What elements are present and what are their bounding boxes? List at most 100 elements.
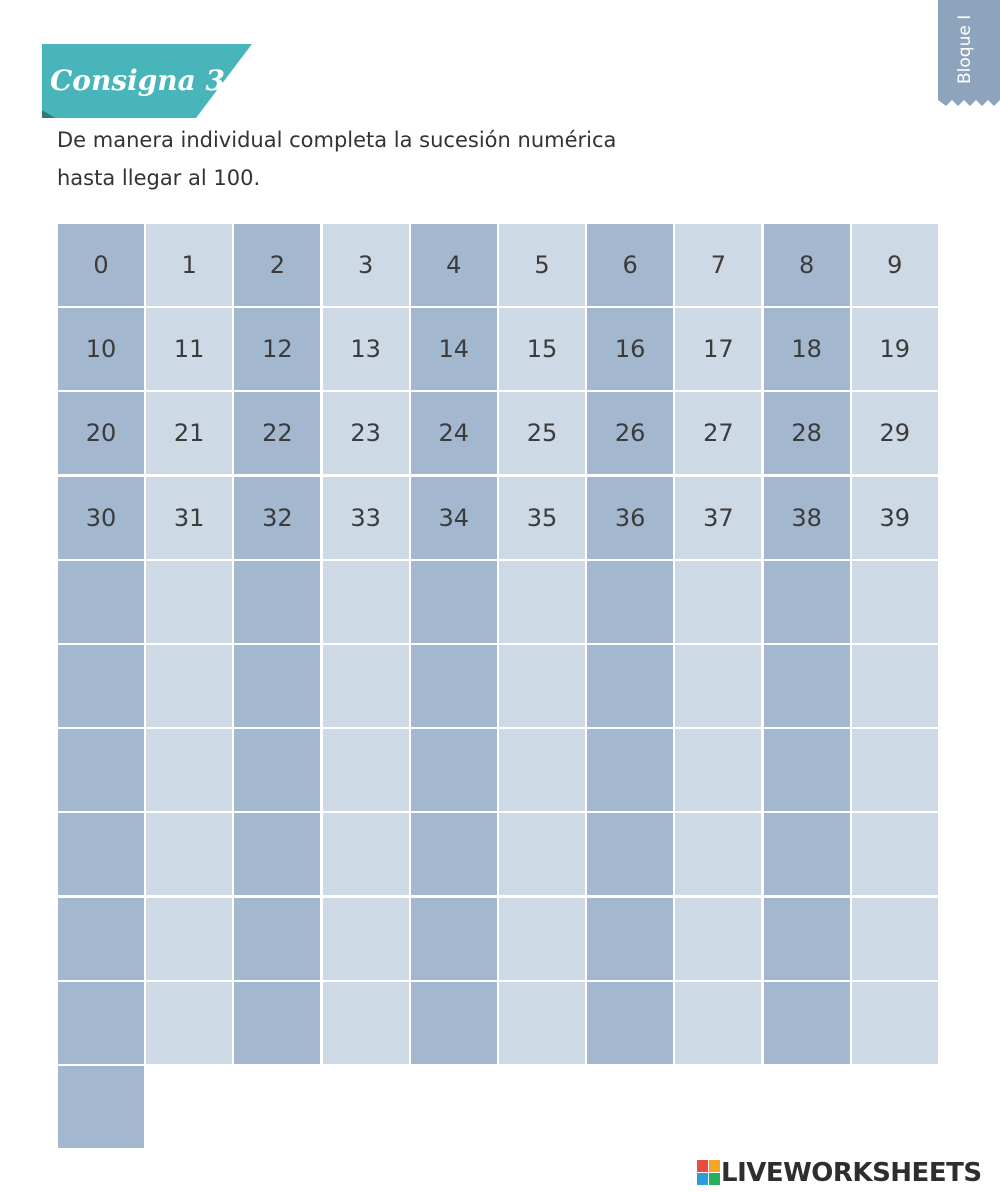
grid-cell[interactable]: [763, 729, 850, 812]
grid-cell[interactable]: [763, 560, 850, 643]
badge-text: Consigna 3: [50, 64, 225, 97]
grid-cell[interactable]: [322, 813, 409, 896]
grid-cell: 3: [322, 224, 409, 306]
grid-cell[interactable]: [675, 560, 762, 643]
grid-cell[interactable]: [146, 560, 233, 643]
grid-cell[interactable]: [234, 729, 321, 812]
grid-cell[interactable]: [146, 981, 233, 1064]
grid-cell: 1: [146, 224, 233, 306]
grid-cell: 2: [234, 224, 321, 306]
grid-cell[interactable]: [675, 897, 762, 980]
grid-cell[interactable]: [499, 897, 585, 980]
grid-cell: 37: [675, 476, 762, 559]
grid-cell[interactable]: [587, 897, 674, 980]
grid-cell[interactable]: [851, 813, 938, 896]
grid-cell[interactable]: [587, 981, 674, 1064]
grid-cell: 13: [322, 308, 409, 391]
grid-cell[interactable]: [851, 729, 938, 812]
grid-cell: 17: [675, 308, 762, 391]
logo-icon: [697, 1160, 720, 1185]
grid-cell[interactable]: [146, 897, 233, 980]
grid-cell: 5: [499, 224, 585, 306]
grid-cell[interactable]: [322, 729, 409, 812]
grid-cell[interactable]: [234, 981, 321, 1064]
grid-cell: 11: [146, 308, 233, 391]
grid-cell[interactable]: [675, 645, 762, 727]
grid-cell: 35: [499, 476, 585, 559]
grid-cell[interactable]: [410, 897, 497, 980]
grid-cell: 9: [851, 224, 938, 306]
instruction-line: hasta llegar al 100.: [57, 166, 261, 190]
grid-cell: 25: [499, 392, 585, 475]
instruction-line: De manera individual completa la sucesió…: [57, 128, 617, 152]
grid-cell: 34: [410, 476, 497, 559]
grid-cell[interactable]: [851, 560, 938, 643]
grid-cell[interactable]: [499, 729, 585, 812]
grid-cell[interactable]: [146, 813, 233, 896]
grid-cell[interactable]: [234, 897, 321, 980]
grid-cell[interactable]: [322, 897, 409, 980]
grid-cell[interactable]: [587, 645, 674, 727]
grid-cell[interactable]: [234, 645, 321, 727]
grid-cell: 20: [58, 392, 144, 475]
grid-cell[interactable]: [499, 981, 585, 1064]
grid-cell: 24: [410, 392, 497, 475]
grid-cell: 14: [410, 308, 497, 391]
grid-cell: 15: [499, 308, 585, 391]
grid-cell[interactable]: [675, 813, 762, 896]
grid-cell[interactable]: [234, 560, 321, 643]
grid-cell: 27: [675, 392, 762, 475]
grid-cell: 22: [234, 392, 321, 475]
grid-cell[interactable]: [587, 813, 674, 896]
grid-cell: 30: [58, 476, 144, 559]
grid-cell: 7: [675, 224, 762, 306]
grid-cell: 19: [851, 308, 938, 391]
badge-fold: [42, 110, 56, 118]
badge-shape: [42, 44, 252, 118]
grid-cell: 12: [234, 308, 321, 391]
grid-cell[interactable]: [410, 560, 497, 643]
grid-cell[interactable]: [58, 560, 144, 643]
grid-cell[interactable]: [675, 981, 762, 1064]
grid-cell: 33: [322, 476, 409, 559]
grid-cell[interactable]: [58, 813, 144, 896]
grid-cell[interactable]: [58, 897, 144, 980]
grid-cell: 36: [587, 476, 674, 559]
grid-cell: 21: [146, 392, 233, 475]
tab-text: Bloque I: [955, 15, 975, 84]
grid-cell[interactable]: [146, 729, 233, 812]
grid-cell[interactable]: [763, 897, 850, 980]
footer-logo: LIVEWORKSHEETS: [697, 1158, 982, 1188]
grid-cell[interactable]: [851, 981, 938, 1064]
grid-cell[interactable]: [322, 560, 409, 643]
grid-cell[interactable]: [410, 645, 497, 727]
grid-cell[interactable]: [587, 560, 674, 643]
grid-cell[interactable]: [763, 813, 850, 896]
grid-cell[interactable]: [410, 981, 497, 1064]
grid-cell[interactable]: [58, 981, 144, 1064]
grid-cell: 10: [58, 308, 144, 391]
grid-cell[interactable]: [410, 729, 497, 812]
grid-cell[interactable]: [234, 813, 321, 896]
grid-cell[interactable]: [499, 813, 585, 896]
grid-cell[interactable]: [58, 1066, 144, 1148]
grid-cell[interactable]: [146, 645, 233, 727]
grid-cell: 32: [234, 476, 321, 559]
grid-cell[interactable]: [410, 813, 497, 896]
grid-cell: 39: [851, 476, 938, 559]
grid-cell[interactable]: [322, 645, 409, 727]
grid-cell[interactable]: [58, 645, 144, 727]
tab-shape: [938, 0, 1000, 106]
grid-cell[interactable]: [58, 729, 144, 812]
grid-cell[interactable]: [763, 981, 850, 1064]
grid-cell[interactable]: [851, 897, 938, 980]
grid-cell: 31: [146, 476, 233, 559]
grid-cell[interactable]: [851, 645, 938, 727]
grid-cell[interactable]: [587, 729, 674, 812]
grid-cell[interactable]: [499, 645, 585, 727]
grid-cell[interactable]: [763, 645, 850, 727]
grid-cell[interactable]: [499, 560, 585, 643]
grid-cell[interactable]: [322, 981, 409, 1064]
grid-cell[interactable]: [675, 729, 762, 812]
